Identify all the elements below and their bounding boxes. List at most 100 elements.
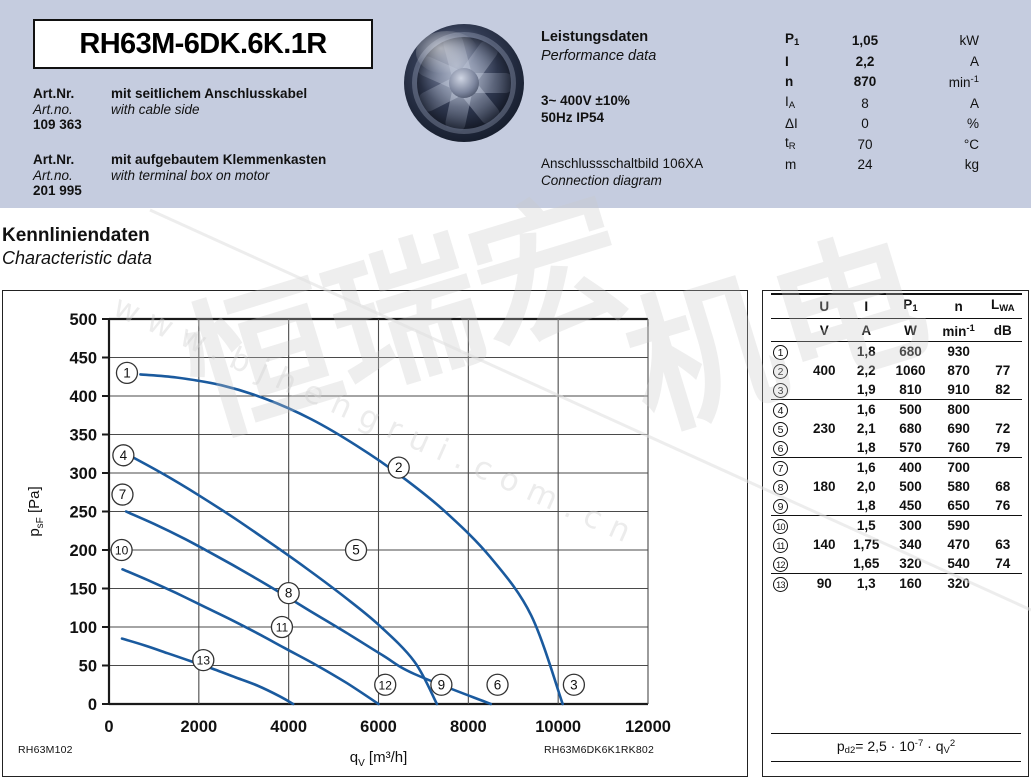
column-unit: dB — [983, 318, 1022, 342]
operating-point-number: 3 — [771, 380, 803, 400]
chart-ytick-label: 100 — [69, 619, 97, 637]
formula-mid: · q — [923, 738, 944, 754]
performance-symbol: IA — [785, 93, 796, 111]
performance-titles: Leistungsdaten Performance data — [541, 28, 656, 66]
art-desc-de-2: mit aufgebautem Klemmenkasten — [111, 152, 327, 167]
curve-label-13: 13 — [192, 648, 215, 672]
curve-label-7: 7 — [111, 483, 134, 506]
speed-cell: 800 — [933, 399, 984, 419]
operating-point-number: 7 — [771, 457, 804, 477]
art-label-en-2: Art.no. — [33, 167, 73, 183]
chart-xtick-label: 2000 — [180, 718, 217, 736]
power-cell: 570 — [899, 440, 922, 455]
chart-xtick-label: 8000 — [450, 718, 487, 736]
current-cell: 1,6 — [845, 457, 888, 477]
article-block-cable: Art.Nr. mit seitlichem Anschlusskabel Ar… — [33, 86, 307, 133]
speed-cell: 690 — [947, 421, 970, 436]
voltage-cell — [803, 554, 845, 574]
table-row: 10 1,5 300 590 — [771, 515, 1022, 535]
speed-cell: 760 — [947, 440, 970, 455]
operating-point-number: 10 — [771, 515, 804, 535]
operating-point-number: 2 — [771, 361, 803, 380]
current-cell: 1,8 — [845, 341, 888, 361]
current-cell: 1,9 — [856, 382, 876, 397]
section-heading-de: Kennliniendaten — [2, 225, 150, 246]
sound-power-cell: 76 — [995, 498, 1011, 513]
power-cell: 500 — [887, 399, 934, 419]
art-desc-de-1: mit seitlichem Anschlusskabel — [111, 86, 308, 101]
art-number-2: 201 995 — [33, 183, 82, 198]
speed-cell: 540 — [947, 556, 970, 571]
operating-point-number: 6 — [771, 438, 803, 458]
curve-label-text: 1 — [123, 365, 131, 380]
operating-point-number: 1 — [771, 341, 804, 361]
chart-ytick-label: 250 — [69, 504, 97, 522]
performance-unit: % — [966, 116, 979, 131]
performance-row: IA 8 A — [785, 94, 979, 117]
formula-lhs: p — [836, 738, 845, 754]
curve-label-6: 6 — [486, 673, 509, 696]
sound-power-cell: 79 — [995, 440, 1011, 455]
voltage-cell: 140 — [812, 537, 836, 552]
art-label-de-2: Art.Nr. — [33, 152, 75, 167]
column-header: P1 — [887, 293, 934, 319]
table-row: 7 1,6 400 700 — [771, 457, 1022, 477]
curve-label-text: 12 — [379, 678, 393, 692]
performance-row: P1 1,05 kW — [785, 31, 979, 54]
curve-label-text: 10 — [115, 544, 129, 558]
sound-power-cell: 74 — [995, 556, 1011, 571]
current-cell: 1,5 — [845, 515, 888, 535]
operating-point-number: 9 — [771, 496, 803, 516]
sound-power-cell: 77 — [995, 363, 1011, 378]
voltage-cell: 400 — [812, 363, 836, 378]
formula-eq: = 2,5 · 10 — [855, 738, 915, 754]
chart-ytick-label: 0 — [88, 696, 97, 714]
curve-label-circle — [374, 673, 397, 696]
performance-row: m 24 kg — [785, 157, 979, 176]
curve-label-circle — [111, 483, 134, 506]
header-band: RH63M-6DK.6K.1R Art.Nr. mit seitlichem A… — [0, 0, 1031, 208]
power-cell: 1060 — [895, 363, 926, 378]
section-heading: Kennliniendaten Characteristic data — [2, 225, 152, 269]
sound-power-cell: 68 — [995, 479, 1011, 494]
speed-cell: 650 — [947, 498, 970, 513]
chart-ytick-label: 400 — [69, 388, 97, 406]
power-cell: 160 — [887, 573, 934, 593]
connection-diagram-ref: Anschlussschaltbild 106XA Connection dia… — [541, 155, 703, 189]
current-cell: 2,0 — [856, 479, 876, 494]
chart-curve-5 — [129, 454, 439, 706]
curve-label-circle — [486, 673, 509, 696]
speed-cell: 930 — [933, 341, 984, 361]
performance-value: 8 — [861, 95, 869, 111]
curve-label-circle — [110, 538, 133, 562]
table-row: 4 1,6 500 800 — [771, 399, 1022, 419]
sound-power-cell — [983, 457, 1022, 477]
art-label-de-1: Art.Nr. — [33, 86, 75, 101]
performance-unit: min-1 — [948, 74, 979, 90]
article-block-terminal: Art.Nr. mit aufgebautem Klemmenkasten Ar… — [33, 152, 326, 199]
performance-symbol: ΔI — [785, 116, 798, 131]
performance-value: 24 — [857, 157, 873, 172]
table-row: 9 1,8 450 650 76 — [771, 496, 1022, 516]
chart-ytick-label: 200 — [69, 542, 97, 560]
chart-ytick-label: 450 — [69, 350, 97, 368]
column-unit — [771, 318, 804, 342]
performance-row: I 2,2 A — [785, 54, 979, 73]
voltage-cell — [803, 341, 846, 361]
curve-label-circle — [430, 673, 453, 696]
current-cell: 1,6 — [845, 399, 888, 419]
chart-ytick-label: 150 — [69, 581, 97, 599]
chart-ytick-label: 300 — [69, 465, 97, 483]
performance-row: n 870 min-1 — [785, 72, 979, 94]
chart-code-left: RH63M102 — [18, 744, 73, 756]
formula-q-sub: V — [943, 745, 950, 756]
power-cell: 680 — [899, 421, 922, 436]
operating-point-number: 4 — [771, 399, 804, 419]
speed-cell: 580 — [947, 479, 970, 494]
curve-label-text: 8 — [285, 586, 293, 601]
performance-symbol: I — [785, 53, 789, 69]
sound-power-cell — [983, 515, 1022, 535]
column-header — [771, 293, 804, 319]
